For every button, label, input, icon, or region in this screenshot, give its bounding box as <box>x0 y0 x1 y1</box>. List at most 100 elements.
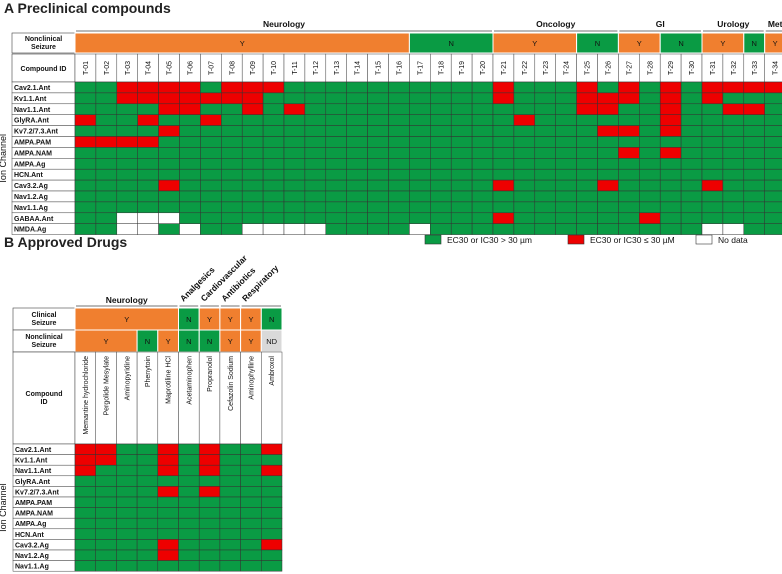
heatmap-cell <box>346 179 368 192</box>
heatmap-cell <box>261 528 283 540</box>
heatmap-cell <box>116 158 138 170</box>
compound-name: Pergolide Mesylate <box>104 356 111 416</box>
heatmap-cell <box>179 125 201 137</box>
heatmap-cell <box>262 212 285 224</box>
heatmap-cell <box>262 136 285 148</box>
heatmap-cell <box>262 92 285 105</box>
heatmap-cell <box>74 81 97 94</box>
heatmap-cell <box>136 539 159 551</box>
heatmap-cell <box>597 103 619 115</box>
heatmap-cell <box>597 168 619 181</box>
group-header: Met <box>768 19 782 29</box>
row-label: GABAA.Ant <box>14 216 54 223</box>
heatmap-cell <box>576 190 598 203</box>
heatmap-cell <box>743 114 765 126</box>
heatmap-cell <box>388 168 410 181</box>
heatmap-cell <box>409 147 431 159</box>
group-header: Neurology <box>263 19 305 29</box>
heatmap-cell <box>198 549 221 561</box>
heatmap-cell <box>240 549 262 561</box>
heatmap-cell <box>409 158 431 170</box>
heatmap-cell <box>639 103 661 115</box>
heatmap-cell <box>618 114 640 126</box>
heatmap-cell <box>764 158 782 170</box>
heatmap-cell <box>261 507 283 519</box>
heatmap-cell <box>639 158 661 170</box>
heatmap-cell <box>534 223 556 235</box>
heatmap-cell <box>74 486 96 498</box>
compound-id: T-21 <box>501 61 508 75</box>
heatmap-cell <box>200 114 222 126</box>
heatmap-cell <box>492 179 515 192</box>
heatmap-cell <box>618 125 640 137</box>
heatmap-cell <box>95 103 118 115</box>
heatmap-cell <box>555 168 577 181</box>
heatmap-cell <box>534 212 556 224</box>
heatmap-cell <box>116 486 138 498</box>
heatmap-cell <box>241 147 264 159</box>
heatmap-cell <box>639 125 661 137</box>
heatmap-cell <box>221 92 243 105</box>
legend-label: EC30 or IC30 ≤ 30 µM <box>590 235 675 245</box>
heatmap-cell <box>95 81 118 94</box>
heatmap-cell <box>534 136 556 148</box>
heatmap-cell <box>764 223 782 235</box>
heatmap-cell <box>743 168 765 181</box>
heatmap-cell <box>701 168 724 181</box>
heatmap-cell <box>325 147 347 159</box>
heatmap-cell <box>764 147 782 159</box>
heatmap-cell <box>74 103 97 115</box>
heatmap-cell <box>743 92 765 105</box>
heatmap-cell <box>659 158 682 170</box>
heatmap-cell <box>409 103 431 115</box>
compound-id-label: Compound ID <box>21 66 67 73</box>
heatmap-cell <box>219 528 241 540</box>
heatmap-cell <box>639 212 661 224</box>
heatmap-cell <box>116 136 138 148</box>
heatmap-cell <box>221 125 243 137</box>
heatmap-cell <box>471 201 494 214</box>
heatmap-cell <box>261 496 283 508</box>
heatmap-cell <box>116 528 138 540</box>
heatmap-cell <box>597 92 619 105</box>
heatmap-cell <box>367 223 389 235</box>
seizure-segment-label: Y <box>773 39 778 48</box>
heatmap-cell <box>221 201 243 214</box>
heatmap-cell <box>116 464 138 477</box>
heatmap-cell <box>471 158 494 170</box>
heatmap-cell <box>179 179 201 192</box>
row-label: Nav1.1.Ant <box>15 468 52 475</box>
row-label: Cav3.2.Ag <box>15 542 49 549</box>
heatmap-cell <box>137 92 159 105</box>
heatmap-cell <box>116 496 138 508</box>
row-label: Kv1.1.Ant <box>14 96 47 103</box>
legend-label: No data <box>718 235 748 245</box>
heatmap-cell <box>241 103 264 115</box>
heatmap-cell <box>659 223 682 235</box>
heatmap-cell <box>179 190 201 203</box>
heatmap-cell <box>430 190 452 203</box>
heatmap-cell <box>409 114 431 126</box>
heatmap-cell <box>95 560 117 572</box>
heatmap-cell <box>722 223 745 235</box>
heatmap-cell <box>471 168 494 181</box>
seizure-segment-label: Y <box>720 39 725 48</box>
heatmap-cell <box>95 179 118 192</box>
heatmap-cell <box>200 158 222 170</box>
heatmap-cell <box>555 179 577 192</box>
heatmap-cell <box>136 496 159 508</box>
heatmap-cell <box>179 147 201 159</box>
panel-b-heatmap: Neurology AnalgesicsCardiovascularAntibio… <box>0 252 283 572</box>
heatmap-cell <box>304 190 327 203</box>
heatmap-cell <box>576 223 598 235</box>
heatmap-cell <box>430 136 452 148</box>
heatmap-cell <box>576 201 598 214</box>
compound-name: Acetaminophen <box>186 356 193 405</box>
heatmap-cell <box>219 454 241 466</box>
heatmap-cell <box>430 103 452 115</box>
row-label: Cav2.1.Ant <box>15 447 52 454</box>
heatmap-cell <box>116 223 138 235</box>
heatmap-cell <box>471 81 494 94</box>
heatmap-cell <box>178 486 200 498</box>
heatmap-cell <box>534 125 556 137</box>
